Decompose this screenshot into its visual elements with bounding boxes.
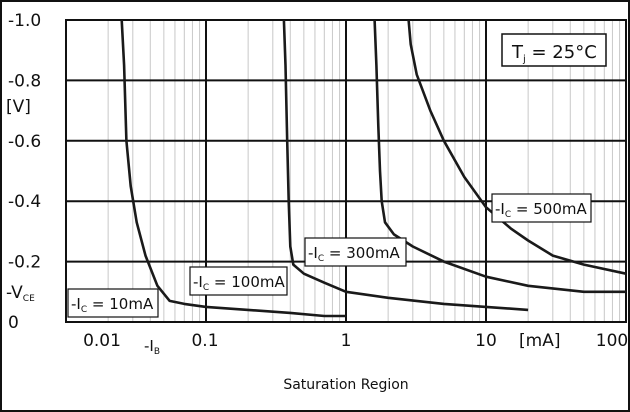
annotation-text: Tj = 25°C bbox=[511, 42, 597, 65]
series-label: -IC = 500mA bbox=[495, 200, 587, 220]
chart-caption: Saturation Region bbox=[283, 377, 408, 393]
series-line bbox=[373, 19, 626, 294]
series-label: -IC = 300mA bbox=[308, 244, 400, 264]
series-label-box bbox=[67, 288, 159, 318]
temperature-annotation: Tj = 25°C bbox=[501, 33, 607, 67]
series-label-box bbox=[491, 193, 592, 223]
x-tick-label: 0.01 bbox=[83, 331, 121, 351]
series-label: -IC = 100mA bbox=[193, 273, 285, 293]
annotation-box bbox=[501, 33, 607, 67]
x-tick-label: 1 bbox=[341, 331, 352, 351]
y-tick-label: -0.8 bbox=[8, 71, 41, 91]
x-tick-label: 0.1 bbox=[191, 331, 218, 351]
x-unit-label: [mA] bbox=[519, 331, 560, 351]
y-tick-label: -0.2 bbox=[8, 253, 41, 273]
y-unit-label: [V] bbox=[6, 97, 31, 117]
y-tick-label: -0.6 bbox=[8, 132, 41, 152]
x-tick-label: 100 bbox=[596, 331, 628, 351]
y-tick-label: -0.4 bbox=[8, 192, 41, 212]
y-axis-name-text: -VCE bbox=[6, 283, 35, 304]
x-axis-name-text: -IB bbox=[144, 337, 160, 357]
y-axis-name: -VCE bbox=[6, 283, 35, 304]
series-label-box bbox=[304, 237, 407, 267]
series-line bbox=[282, 19, 529, 312]
y-tick-label: -1.0 bbox=[8, 11, 41, 31]
series-labels: -IC = 10mA -IC = 100mA -IC = 300mA -IC = 50… bbox=[67, 193, 592, 318]
series-label-box bbox=[189, 266, 288, 296]
x-tick-label: 10 bbox=[475, 331, 497, 351]
x-tick-labels: 0.01 0.1 1 10 100 bbox=[83, 331, 628, 351]
x-axis-name: -IB bbox=[144, 337, 160, 357]
series-lines bbox=[120, 19, 627, 318]
series-label: -IC = 10mA bbox=[71, 295, 154, 315]
series-line bbox=[120, 19, 346, 318]
y-tick-labels: 0 -0.2 -0.4 -0.6 -0.8 -1.0 bbox=[8, 11, 41, 333]
y-tick-label: 0 bbox=[8, 313, 19, 333]
series-line bbox=[407, 19, 627, 275]
plot-area-border bbox=[65, 19, 627, 323]
